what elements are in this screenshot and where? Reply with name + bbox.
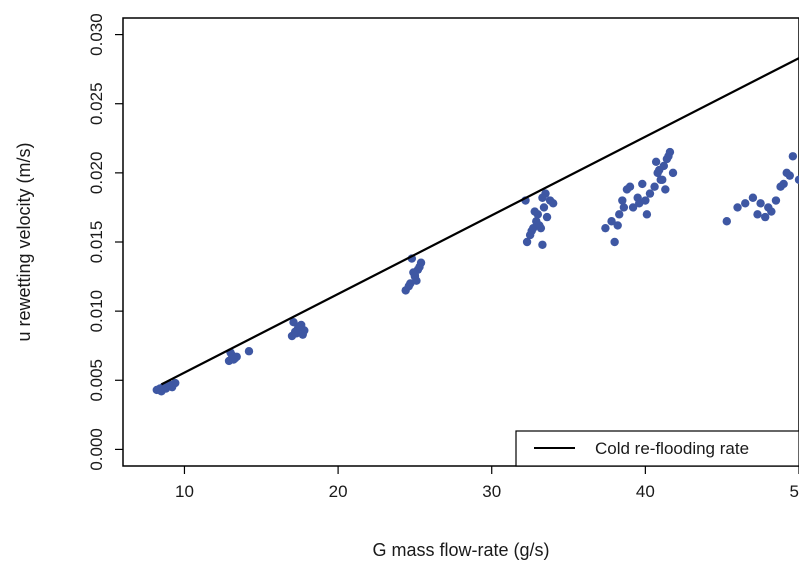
data-point xyxy=(619,203,629,212)
y-tick-label: 0.015 xyxy=(87,221,106,264)
x-tick-label: 50 xyxy=(790,482,799,501)
x-tick-label: 40 xyxy=(636,482,655,501)
y-tick-label: 0.000 xyxy=(87,428,106,471)
y-tick-label: 0.025 xyxy=(87,82,106,125)
line-layer xyxy=(160,57,799,386)
data-point xyxy=(654,165,664,175)
data-point xyxy=(651,157,661,167)
data-point xyxy=(628,203,638,212)
data-point xyxy=(753,210,762,219)
data-point xyxy=(244,347,254,356)
data-point xyxy=(761,212,770,222)
x-axis-title: G mass flow-rate (g/s) xyxy=(372,540,549,560)
data-point xyxy=(641,196,650,205)
data-point xyxy=(415,262,424,272)
cold-reflooding-line xyxy=(160,57,799,386)
data-point xyxy=(618,196,627,205)
legend: Cold re-flooding rate xyxy=(515,430,799,467)
x-tick-label: 30 xyxy=(482,482,501,501)
data-point xyxy=(601,223,610,233)
x-axis: 10 20 30 40 50 xyxy=(175,466,799,501)
data-point xyxy=(771,196,781,205)
y-tick-label: 0.005 xyxy=(87,359,106,402)
data-point xyxy=(527,226,536,236)
data-point xyxy=(229,355,238,364)
data-point xyxy=(764,203,773,212)
data-point xyxy=(535,221,544,230)
data-point xyxy=(668,168,678,178)
data-point xyxy=(638,179,647,189)
y-tick-label: 0.010 xyxy=(87,290,106,333)
x-tick-label: 10 xyxy=(175,482,194,501)
data-point xyxy=(542,212,552,222)
data-point xyxy=(539,203,549,212)
data-point xyxy=(530,207,539,216)
plot-frame xyxy=(122,17,799,467)
data-point xyxy=(779,179,788,189)
data-point xyxy=(733,203,742,212)
data-point xyxy=(785,171,794,180)
data-point xyxy=(613,221,622,230)
x-tick-label: 20 xyxy=(329,482,348,501)
data-point xyxy=(548,199,558,208)
data-point xyxy=(741,199,750,208)
data-point xyxy=(788,152,798,161)
data-point xyxy=(610,237,619,247)
data-point xyxy=(664,152,673,161)
data-point xyxy=(607,217,616,226)
data-point xyxy=(298,330,307,339)
data-point xyxy=(295,322,304,331)
data-point xyxy=(410,270,420,280)
y-tick-label: 0.030 xyxy=(87,13,106,56)
data-point xyxy=(645,189,655,198)
data-point xyxy=(748,193,758,202)
data-point xyxy=(155,384,165,393)
y-tick-label: 0.020 xyxy=(87,152,106,195)
data-point xyxy=(642,210,652,219)
data-point xyxy=(722,217,731,226)
data-point xyxy=(522,237,532,247)
y-axis-title: u rewetting velocity (m/s) xyxy=(14,142,34,341)
legend-label: Cold re-flooding rate xyxy=(595,439,749,458)
data-point xyxy=(625,182,635,191)
data-point xyxy=(615,210,624,219)
y-axis: 0.000 0.005 0.010 0.015 0.020 0.025 0.030 xyxy=(87,13,123,471)
data-point xyxy=(794,175,799,184)
points-layer xyxy=(152,147,799,396)
data-point xyxy=(756,199,765,208)
data-point xyxy=(538,193,547,202)
data-point xyxy=(658,175,667,184)
data-point xyxy=(289,317,298,327)
data-point xyxy=(650,182,659,191)
data-point xyxy=(538,240,547,249)
data-point xyxy=(404,282,413,291)
data-point xyxy=(661,185,670,194)
